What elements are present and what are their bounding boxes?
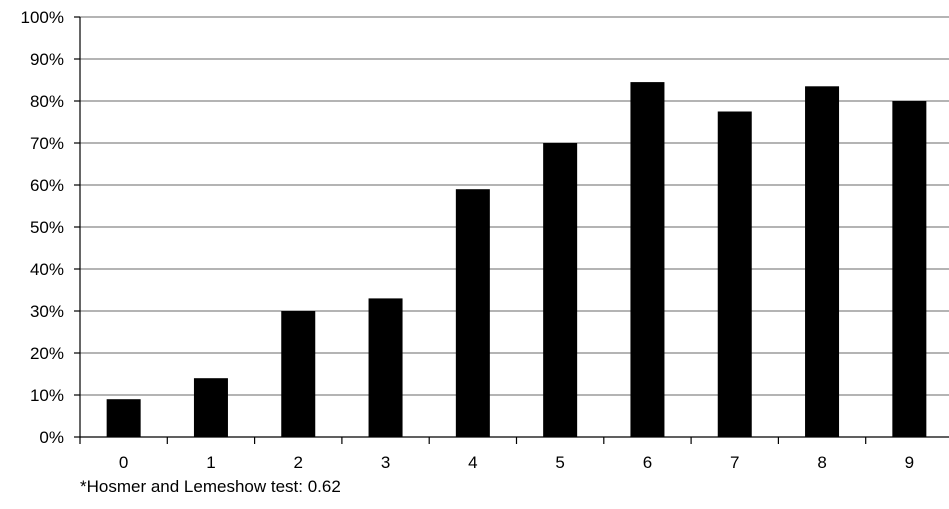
bar	[543, 143, 578, 437]
x-tick-label: 1	[206, 453, 215, 472]
y-tick-label: 60%	[30, 176, 64, 195]
y-tick-label: 30%	[30, 302, 64, 321]
bar	[892, 101, 927, 437]
footnote: *Hosmer and Lemeshow test: 0.62	[80, 477, 341, 496]
y-tick-label: 20%	[30, 344, 64, 363]
x-tick-label: 4	[468, 453, 477, 472]
y-tick-label: 40%	[30, 260, 64, 279]
y-tick-label: 100%	[21, 8, 64, 27]
x-tick-label: 3	[381, 453, 390, 472]
bar	[805, 86, 840, 438]
x-tick-label: 0	[119, 453, 128, 472]
bar	[193, 378, 228, 437]
y-tick-label: 90%	[30, 50, 64, 69]
bar	[717, 111, 752, 437]
x-tick-label: 8	[817, 453, 826, 472]
x-tick-label: 6	[643, 453, 652, 472]
y-tick-label: 50%	[30, 218, 64, 237]
bar	[455, 189, 490, 437]
x-tick-label: 5	[555, 453, 564, 472]
bar	[368, 298, 403, 437]
x-tick-label: 9	[905, 453, 914, 472]
y-tick-label: 10%	[30, 386, 64, 405]
y-tick-label: 80%	[30, 92, 64, 111]
y-tick-label: 70%	[30, 134, 64, 153]
bar	[630, 82, 665, 437]
x-tick-label: 7	[730, 453, 739, 472]
bar	[281, 311, 316, 437]
y-tick-label: 0%	[39, 428, 64, 447]
bar	[106, 399, 141, 437]
x-tick-label: 2	[294, 453, 303, 472]
